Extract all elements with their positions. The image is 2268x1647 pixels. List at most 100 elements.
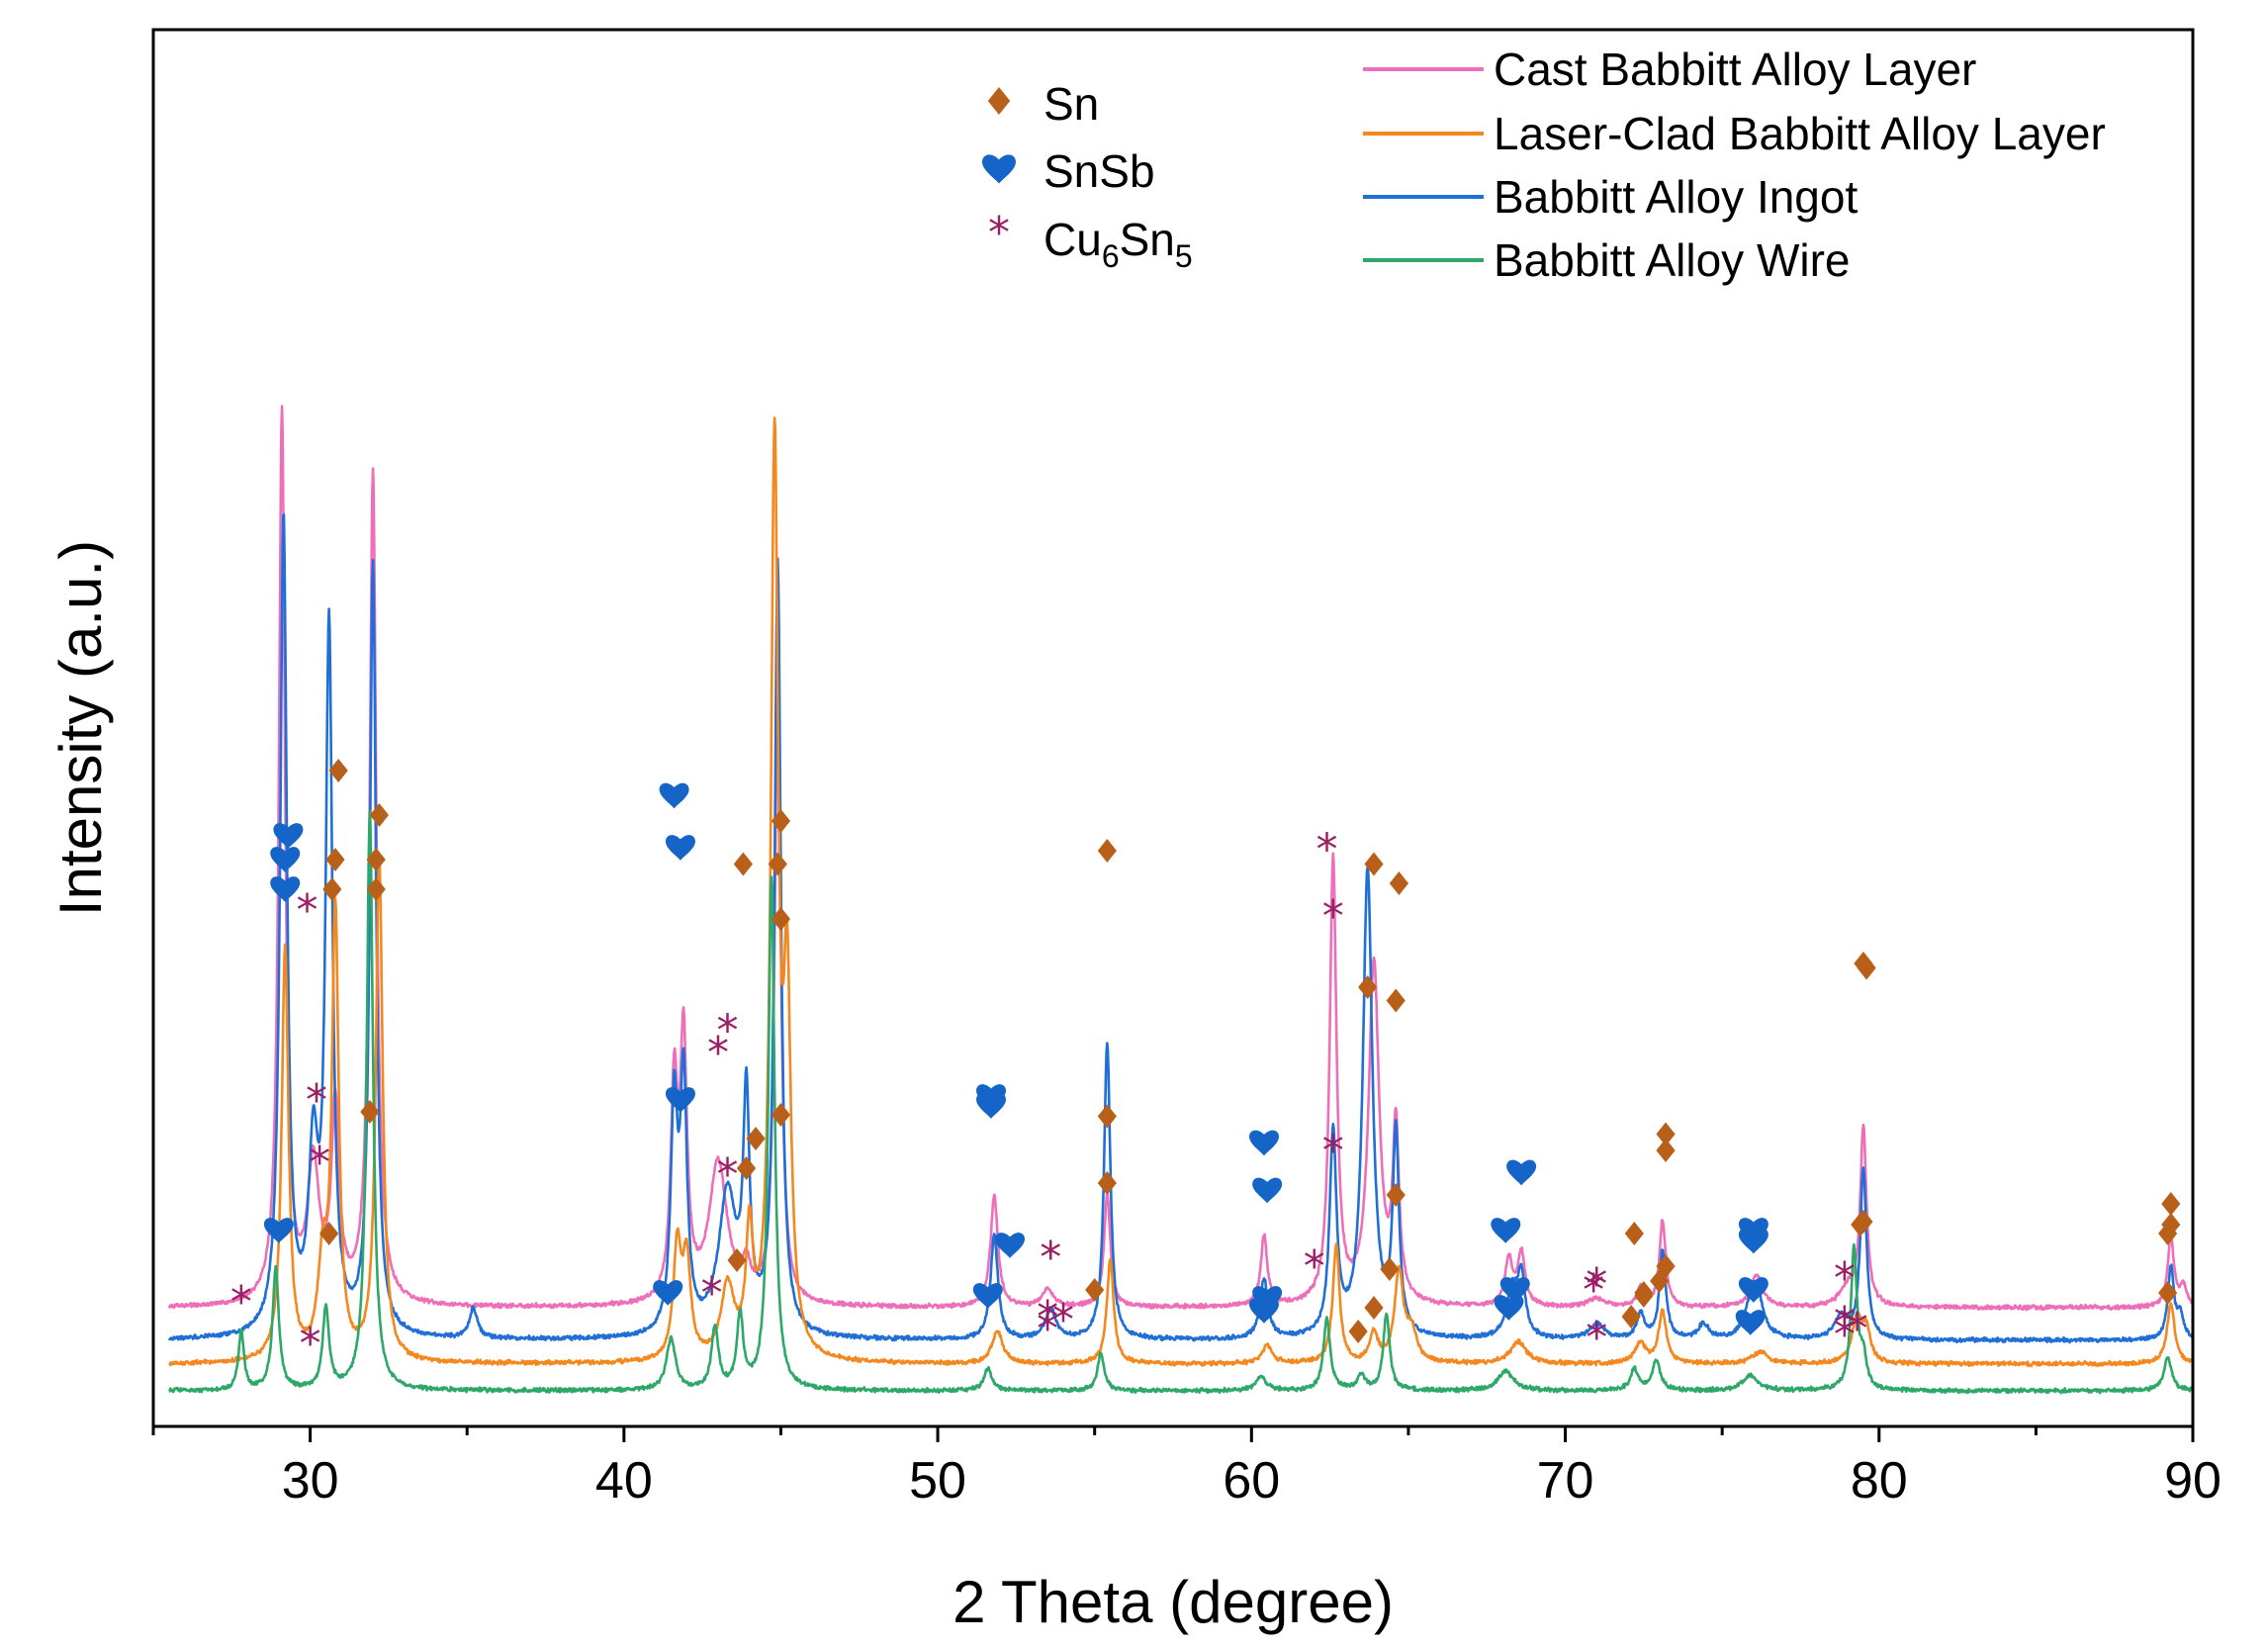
sn-diamond-marker [1851,1213,1870,1236]
sn-diamond-marker [322,877,342,901]
cu6sn5-star-marker: * [1834,1298,1856,1348]
snsb-heart-marker [1735,1310,1766,1335]
snsb-heart-marker [1491,1218,1521,1243]
sn-diamond-marker [2158,1222,2178,1245]
sn-diamond-marker [328,759,348,782]
snsb-heart-marker [263,1218,294,1243]
sn-diamond-marker [733,852,753,876]
plot-frame [151,28,2195,1428]
cu6sn5-star-marker: * [1586,1259,1607,1310]
series-line-3 [168,809,2193,1395]
sn-diamond-marker [366,877,386,901]
series-line-2 [168,416,2193,1368]
cu6sn5-star-marker: * [1322,891,1344,942]
snsb-heart-marker [270,847,301,872]
snsb-heart-marker [270,876,301,902]
snsb-heart-marker [653,1280,683,1306]
snsb-heart-marker [665,1087,695,1113]
diamond-icon [987,87,1011,115]
snsb-heart-marker [659,782,689,809]
series-line-1 [167,512,2193,1344]
phase-markers: *********** ** **** ******* [230,759,2181,1369]
sn-diamond-marker [771,1103,791,1127]
sn-diamond-marker [1656,1122,1676,1146]
sn-diamond-marker [1358,975,1378,999]
cu6sn5-star-marker: * [717,1006,739,1056]
cu6sn5-star-marker: * [1583,1265,1604,1316]
cu6sn5-star-marker: * [306,1075,327,1126]
sn-diamond-marker [1854,952,1873,975]
sn-diamond-marker [1624,1222,1644,1245]
cu6sn5-star-marker: * [701,1268,723,1319]
cu6sn5-star-marker: * [707,1028,729,1078]
sn-diamond-marker [1656,1139,1676,1162]
x-tick-label: 40 [595,1452,653,1510]
sn-diamond-marker [1097,839,1117,863]
cu6sn5-star-marker: * [300,1319,321,1369]
x-tick-label: 80 [1851,1452,1908,1510]
snsb-heart-marker [1248,1298,1279,1324]
phase-label-part: Cu [1043,214,1102,265]
sn-diamond-marker [325,848,345,871]
sn-diamond-marker [771,907,791,931]
asterisk-icon: * [988,208,1010,258]
x-tick-label: 60 [1223,1452,1280,1510]
x-axis-ticks: 30 40 50 60 70 80 90 [151,1426,2222,1510]
snsb-heart-marker [665,835,695,861]
sn-diamond-marker [727,1248,747,1272]
sn-diamond-marker [1085,1278,1105,1302]
snsb-heart-marker [972,1283,1003,1309]
heart-icon [982,154,1016,184]
snsb-heart-marker [995,1233,1026,1258]
series-traces [167,405,2193,1395]
sn-diamond-marker [2161,1192,2181,1216]
sn-diamond-marker [1097,1104,1117,1129]
x-tick-label: 50 [909,1452,966,1510]
snsb-heart-marker [273,823,304,849]
sn-diamond-marker [1380,1257,1400,1281]
phase-legend-label: Cu6Sn5 [1043,214,1193,274]
sn-diamond-marker [1621,1305,1641,1328]
cu6sn5-star-marker: * [1037,1292,1058,1342]
series-legend-label: Babbitt Alloy Ingot [1494,171,1858,223]
sn-diamond-marker [1097,1171,1117,1195]
sn-diamond-marker [1364,852,1384,876]
sn-diamond-marker [1364,1296,1384,1320]
x-tick-label: 30 [282,1452,339,1510]
snsb-heart-marker [1738,1218,1769,1243]
sn-diamond-marker [1634,1284,1654,1308]
sn-diamond-marker [1389,871,1409,895]
cu6sn5-star-marker: * [1304,1241,1325,1292]
snsb-heart-marker [1252,1286,1283,1312]
cu6sn5-star-marker: * [1847,1304,1868,1354]
phase-label-part: Sn [1120,214,1175,265]
cu6sn5-star-marker: * [296,885,318,936]
sn-diamond-marker [1348,1320,1368,1343]
series-legend-label: Cast Babbitt Alloy Layer [1494,44,1976,95]
cu6sn5-star-marker: * [1040,1233,1061,1283]
snsb-heart-marker [1738,1228,1769,1254]
series-legend-label: Babbitt Alloy Wire [1494,234,1850,286]
sn-diamond-marker [369,803,390,827]
snsb-heart-marker [1499,1277,1530,1303]
cu6sn5-star-marker: * [1586,1313,1607,1363]
snsb-heart-marker [1506,1159,1537,1186]
cu6sn5-star-marker: * [1322,1126,1344,1176]
x-axis-title: 2 Theta (degree) [953,1569,1394,1635]
sn-diamond-marker [768,852,787,876]
snsb-heart-marker [1738,1277,1769,1303]
sn-diamond-marker [736,1156,757,1180]
sn-diamond-marker [319,1222,339,1245]
snsb-heart-marker [976,1084,1007,1110]
sn-diamond-marker [366,848,386,871]
sn-diamond-marker [2158,1281,2178,1305]
sn-diamond-marker [1386,988,1406,1013]
phase-legend-label: Sn [1043,78,1099,130]
sn-diamond-marker [1650,1269,1670,1293]
y-axis-title: Intensity (a.u.) [47,540,114,916]
phase-label-subscript: 6 [1102,238,1120,274]
sn-diamond-marker [746,1127,766,1150]
cu6sn5-star-marker: * [309,1138,330,1188]
snsb-heart-marker [1252,1177,1283,1204]
